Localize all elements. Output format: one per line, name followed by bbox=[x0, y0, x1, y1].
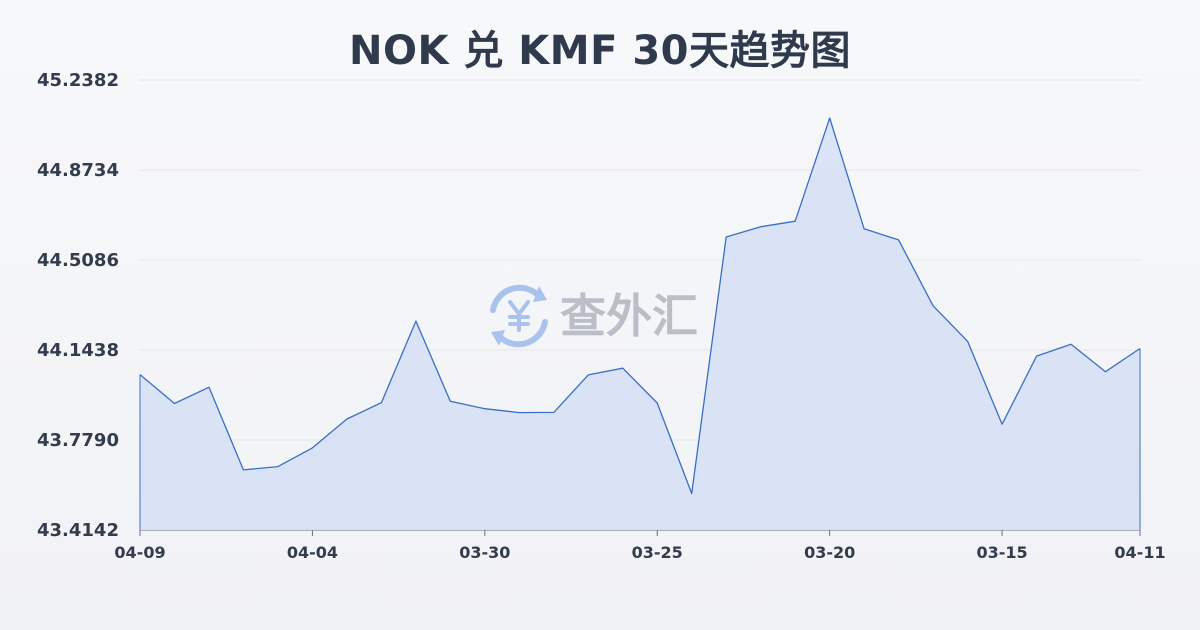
y-tick-label: 43.4142 bbox=[37, 520, 119, 541]
series-area bbox=[139, 117, 1141, 530]
yen-exchange-icon bbox=[490, 284, 548, 348]
y-tick-label: 44.8734 bbox=[37, 160, 119, 181]
x-tick-label: 04-04 bbox=[287, 543, 338, 562]
y-tick-label: 43.7790 bbox=[37, 430, 119, 451]
x-tick-label: 03-30 bbox=[459, 543, 510, 562]
watermark: 查外汇 bbox=[490, 284, 698, 348]
y-tick-label: 44.1438 bbox=[37, 340, 119, 361]
y-tick-label: 45.2382 bbox=[37, 70, 119, 91]
watermark-text: 查外汇 bbox=[560, 289, 698, 343]
series-line bbox=[139, 117, 1141, 495]
x-tick-label: 04-11 bbox=[1114, 543, 1165, 562]
y-axis-ticks: 45.2382 44.8734 44.5086 44.1438 43.7790 43.41… bbox=[37, 70, 119, 541]
x-tick-label: 04-09 bbox=[114, 543, 165, 562]
grid-lines bbox=[140, 79, 1140, 441]
x-axis-ticks: 04-09 04-04 03-30 03-25 03-20 03-15 04-11 bbox=[114, 530, 1166, 562]
x-tick-label: 03-25 bbox=[632, 543, 683, 562]
series-fill bbox=[140, 118, 1140, 530]
x-tick-label: 03-15 bbox=[976, 543, 1027, 562]
chart-title: NOK 兑 KMF 30天趋势图 bbox=[348, 28, 852, 74]
x-tick-label: 03-20 bbox=[804, 543, 855, 562]
y-tick-label: 44.5086 bbox=[37, 250, 119, 271]
